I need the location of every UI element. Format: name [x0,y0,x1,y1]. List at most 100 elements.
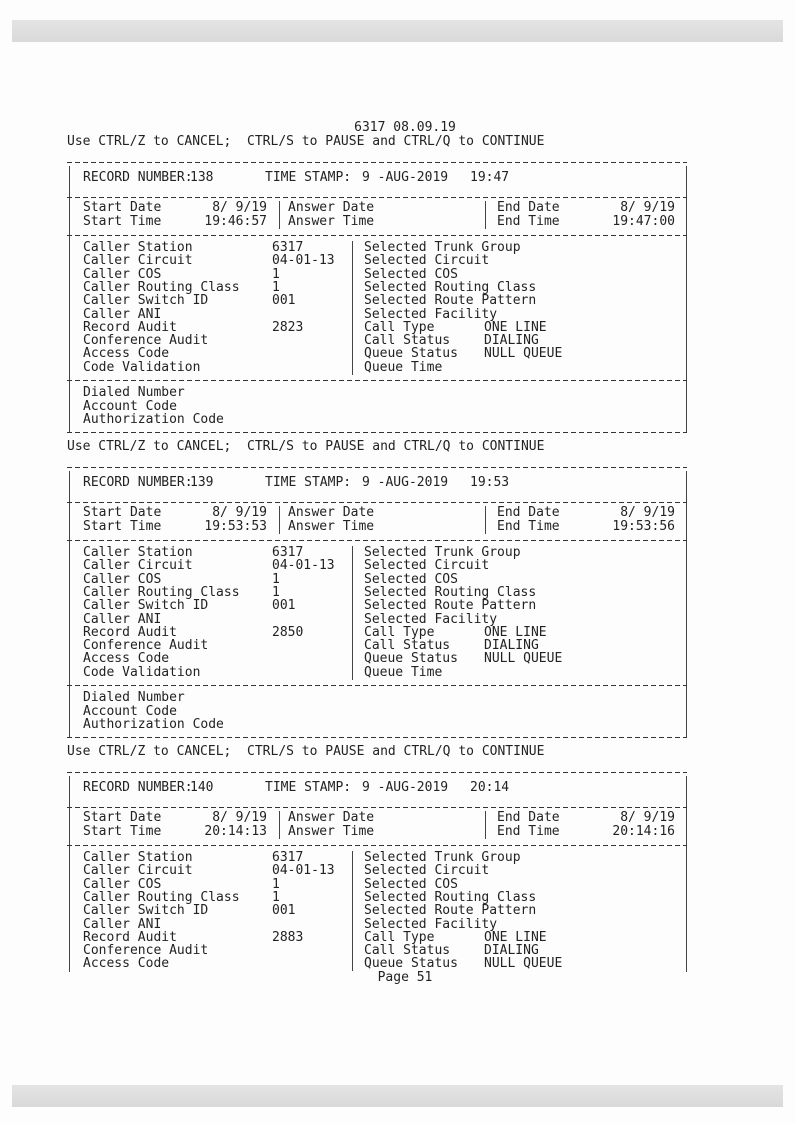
column-separator [279,506,280,534]
page-footer: Page 51 [377,970,433,985]
selected-field-value: NULL QUEUE [484,651,563,667]
start-time-label: Start Time [83,824,162,839]
selected-field-label: Selected COS [364,266,458,282]
time-stamp-label: TIME STAMP: [265,170,352,185]
divider-line [67,432,687,433]
caller-field-value: 1 [272,876,280,892]
column-separator [485,506,486,534]
time-stamp-label: TIME STAMP: [265,475,352,490]
caller-field-value: 6317 [272,240,304,255]
caller-field-label: Caller Circuit [83,253,193,269]
selected-field-label: Selected Trunk Group [364,850,521,865]
control-line: Use CTRL/Z to CANCEL; CTRL/S to PAUSE an… [67,134,545,149]
caller-field-value: 04-01-13 [272,558,335,574]
record-left-border [69,166,70,432]
record-number-label: RECORD NUMBER: [83,170,193,185]
selected-field-label: Selected Trunk Group [364,545,521,560]
selected-field-label: Selected Trunk Group [364,240,521,255]
end-date-label: End Date [497,810,560,825]
scan-bottom-band [12,1085,783,1107]
caller-field-label: Caller Station [83,240,193,255]
control-line: Use CTRL/Z to CANCEL; CTRL/S to PAUSE an… [67,439,545,454]
selected-field-label: Call Status [364,943,451,959]
caller-field-label: Caller COS [83,571,162,587]
start-date-label: Start Date [83,810,162,825]
start-date: 8/ 9/19 [212,810,267,825]
selected-field-label: Queue Status [364,651,458,667]
caller-field-value: 001 [272,293,296,309]
end-time-label: End Time [497,824,560,839]
record-number-label: RECORD NUMBER: [83,475,193,490]
divider-line [67,540,687,541]
record-number-label: RECORD NUMBER: [83,780,193,795]
time-stamp-time: 20:14 [470,780,510,795]
divider-line [67,502,687,503]
end-date: 8/ 9/19 [620,505,675,520]
selected-field-label: Call Type [364,929,435,945]
selected-field-value: ONE LINE [484,319,547,335]
selected-field-label: Selected Route Pattern [364,903,537,919]
caller-field-label: Access Code [83,651,170,667]
divider-line [67,685,687,686]
record-left-border [69,471,70,737]
column-separator [352,241,353,375]
end-date-label: End Date [497,505,560,520]
end-time: 19:47:00 [612,214,675,229]
selected-field-value: DIALING [484,638,539,654]
selected-field-label: Selected COS [364,876,458,892]
record-left-border [69,776,70,973]
caller-field-value: 1 [272,889,280,905]
start-date: 8/ 9/19 [212,505,267,520]
caller-field-label: Access Code [83,346,170,362]
column-separator [352,546,353,680]
dial-field-label: Authorization Code [83,412,224,427]
divider-line [67,845,687,846]
selected-field-label: Selected Circuit [364,558,490,574]
selected-field-label: Selected Route Pattern [364,293,537,309]
divider-line [67,772,687,773]
caller-field-value: 6317 [272,850,304,865]
start-time-label: Start Time [83,519,162,534]
caller-field-value: 1 [272,266,280,282]
caller-field-label: Caller ANI [83,306,162,322]
selected-field-value: DIALING [484,333,539,349]
caller-field-label: Caller Routing Class [83,889,240,905]
caller-field-value: 2883 [272,929,304,945]
time-stamp-date: 9 -AUG-2019 [362,170,449,185]
caller-field-label: Caller COS [83,876,162,892]
selected-field-label: Selected Circuit [364,863,490,879]
caller-field-label: Caller ANI [83,916,162,932]
end-time-label: End Time [497,519,560,534]
time-stamp-label: TIME STAMP: [265,780,352,795]
divider-line [67,807,687,808]
answer-time-label: Answer Time [288,519,375,534]
selected-field-label: Call Status [364,333,451,349]
selected-field-value: ONE LINE [484,929,547,945]
selected-field-label: Selected Facility [364,306,498,322]
caller-field-label: Caller Switch ID [83,293,209,309]
control-line: Use CTRL/Z to CANCEL; CTRL/S to PAUSE an… [67,744,545,759]
answer-date-label: Answer Date [288,200,375,215]
answer-date-label: Answer Date [288,505,375,520]
caller-field-label: Access Code [83,956,170,972]
time-stamp-date: 9 -AUG-2019 [362,475,449,490]
caller-field-value: 04-01-13 [272,863,335,879]
time-stamp-date: 9 -AUG-2019 [362,780,449,795]
divider-line [67,737,687,738]
start-time-label: Start Time [83,214,162,229]
divider-line [67,235,687,236]
start-date: 8/ 9/19 [212,200,267,215]
caller-field-label: Record Audit [83,319,177,335]
caller-field-value: 04-01-13 [272,253,335,269]
dial-field-label: Account Code [83,703,177,719]
start-date-label: Start Date [83,200,162,215]
selected-field-value: ONE LINE [484,624,547,640]
selected-field-label: Queue Time [364,664,443,680]
end-date: 8/ 9/19 [620,200,675,215]
time-stamp-time: 19:47 [470,170,510,185]
caller-field-label: Caller Switch ID [83,903,209,919]
divider-line [67,467,687,468]
caller-field-label: Record Audit [83,929,177,945]
caller-field-label: Caller Switch ID [83,598,209,614]
record-number: 138 [190,170,214,185]
